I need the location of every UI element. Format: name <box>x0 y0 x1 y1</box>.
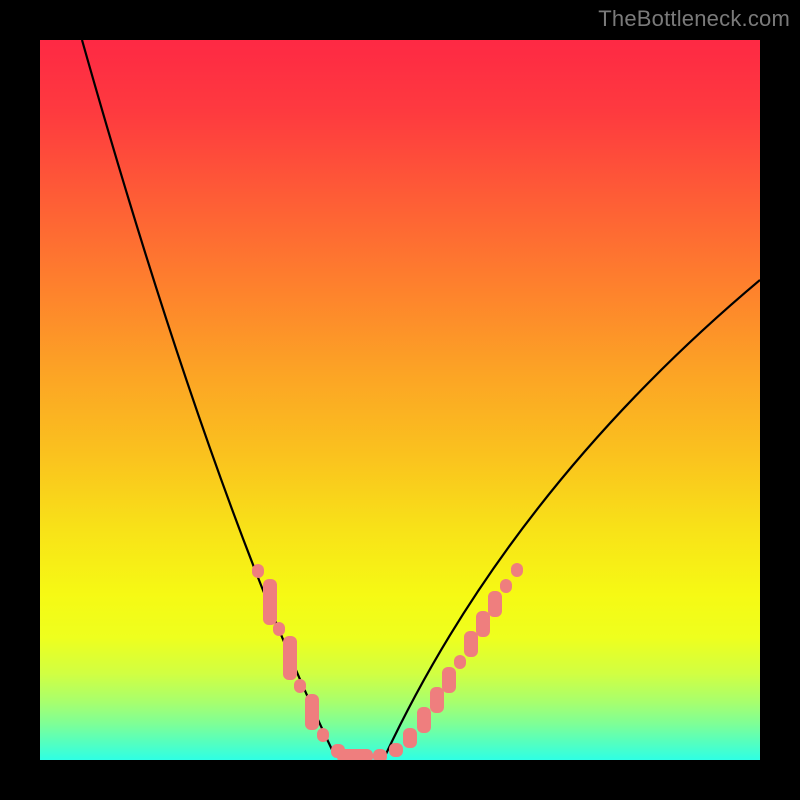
left-marker <box>283 636 297 680</box>
left-marker <box>317 728 329 742</box>
right-marker <box>442 667 456 693</box>
left-marker <box>337 749 373 760</box>
right-marker <box>476 611 490 637</box>
left-marker <box>305 694 319 730</box>
plot-area <box>40 40 760 760</box>
right-marker <box>500 579 512 593</box>
right-marker <box>403 728 417 748</box>
right-marker <box>389 743 403 757</box>
markers-group <box>252 563 523 760</box>
right-marker <box>511 563 523 577</box>
watermark-text: TheBottleneck.com <box>598 6 790 32</box>
bottleneck-curve <box>82 40 760 756</box>
left-marker <box>252 564 264 578</box>
left-marker <box>373 749 387 760</box>
right-marker <box>454 655 466 669</box>
right-marker <box>430 687 444 713</box>
left-marker <box>273 622 285 636</box>
left-marker <box>294 679 306 693</box>
right-marker <box>417 707 431 733</box>
curve-layer <box>40 40 760 760</box>
right-marker <box>488 591 502 617</box>
left-marker <box>263 579 277 625</box>
right-marker <box>464 631 478 657</box>
